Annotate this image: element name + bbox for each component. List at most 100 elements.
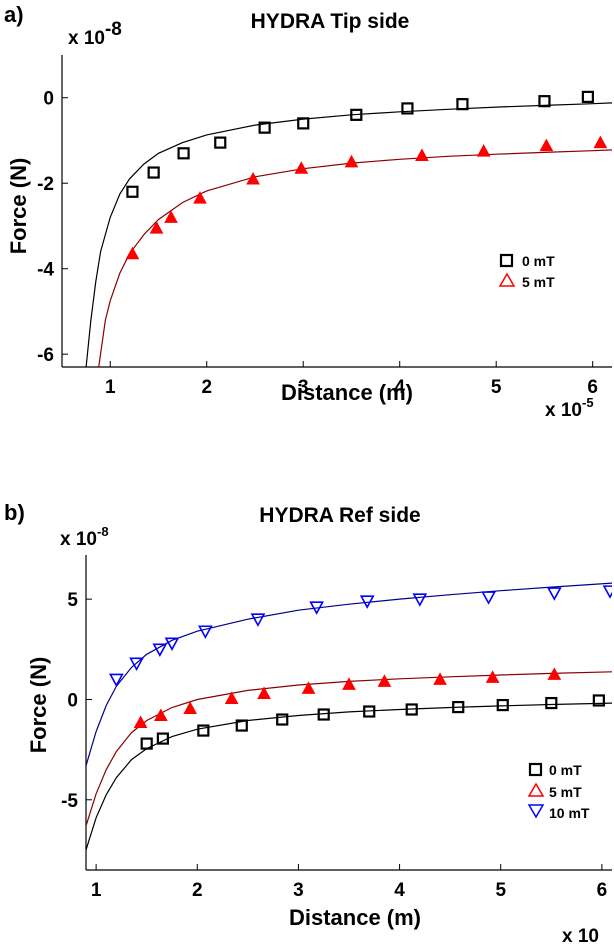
- data-point-b-0mT: [317, 708, 330, 721]
- data-point-b-10mT: [602, 585, 612, 599]
- x-tick-label: 3: [293, 880, 304, 901]
- data-point-a-5mT: [476, 144, 491, 157]
- panel-a-x-multiplier: x 10-5: [545, 395, 594, 421]
- data-point-a-0mT: [350, 108, 363, 121]
- data-point-b-0mT: [545, 696, 558, 710]
- data-point-b-10mT: [546, 587, 562, 601]
- data-point-a-5mT: [344, 154, 359, 168]
- legend-b-5mT-label: 5 mT: [549, 784, 582, 800]
- x-tick-label: 4: [394, 880, 405, 901]
- panel-b-x-axis-title: Distance (m): [289, 905, 421, 930]
- panel-a-x-axis-title: Distance (m): [281, 380, 413, 405]
- data-point-a-0mT: [581, 90, 594, 103]
- legend-b-10mT-label: 10 mT: [549, 805, 590, 821]
- data-point-b-0mT: [592, 694, 605, 707]
- y-tick-label: 5: [67, 590, 78, 611]
- data-point-b-10mT: [359, 595, 375, 609]
- legend-5mT-marker: [498, 272, 516, 287]
- panel-a-y-multiplier: x 10-8: [68, 19, 122, 49]
- data-point-a-5mT: [193, 191, 207, 204]
- data-point-b-5mT: [257, 686, 271, 699]
- y-tick-label: -6: [37, 345, 54, 366]
- data-point-b-5mT: [301, 681, 316, 694]
- panel-b-y-multiplier: x 10-8: [60, 524, 109, 550]
- y-tick-label: -5: [61, 791, 78, 812]
- data-point-b-10mT: [164, 637, 180, 651]
- x-tick-label: 5: [495, 880, 506, 901]
- data-point-b-0mT: [276, 713, 289, 726]
- data-point-a-0mT: [538, 95, 551, 108]
- data-point-a-0mT: [258, 121, 271, 134]
- legend-0mT-label: 0 mT: [522, 253, 555, 269]
- data-point-b-0mT: [140, 737, 153, 750]
- data-point-a-5mT: [593, 135, 608, 149]
- data-point-b-10mT: [108, 673, 124, 688]
- legend-b-0mT-marker: [528, 762, 543, 777]
- data-point-b-10mT: [198, 625, 213, 639]
- data-point-b-10mT: [129, 657, 144, 672]
- data-point-a-0mT: [297, 117, 310, 130]
- panel-a-y-axis-title: Force (N): [6, 158, 31, 255]
- data-point-b-0mT: [156, 732, 169, 745]
- data-point-a-5mT: [539, 138, 554, 152]
- data-point-a-5mT: [164, 210, 178, 223]
- y-tick-label: 0: [43, 89, 54, 110]
- fit-curve-b-1: [86, 671, 612, 827]
- data-point-b-5mT: [342, 677, 356, 690]
- x-tick-label: 6: [587, 377, 598, 398]
- panel-b-title: HYDRA Ref side: [259, 504, 420, 527]
- data-point-b-0mT: [197, 724, 210, 737]
- data-point-a-0mT: [401, 102, 414, 115]
- data-point-a-5mT: [149, 221, 164, 234]
- panel-b-plot-area: 1 2 3 4 5 6 5 0 -5: [61, 555, 612, 901]
- data-point-b-0mT: [363, 705, 376, 718]
- data-point-a-0mT: [126, 185, 139, 198]
- legend-b-5mT-marker: [527, 782, 545, 797]
- panel-b-x-multiplier: x 10: [562, 926, 599, 947]
- plot-contents: [86, 582, 612, 851]
- x-tick-label: 5: [491, 377, 502, 398]
- panel-a-label: a): [4, 2, 24, 27]
- fit-curve-a-0: [85, 102, 612, 367]
- data-point-b-10mT: [412, 593, 428, 607]
- data-point-a-5mT: [294, 161, 309, 174]
- fit-curve-b-0: [86, 702, 612, 851]
- panel-b-y-axis-title: Force (N): [26, 657, 51, 754]
- data-point-b-10mT: [152, 643, 168, 657]
- x-tick-label: 6: [597, 880, 608, 901]
- legend-b-10mT-marker: [527, 804, 545, 819]
- data-point-b-10mT: [309, 601, 324, 615]
- fit-curve-b-2: [86, 582, 612, 766]
- x-tick-label: 4: [394, 377, 405, 398]
- data-point-b-5mT: [154, 708, 168, 722]
- data-point-b-5mT: [224, 691, 239, 704]
- data-point-b-5mT: [485, 670, 500, 683]
- data-point-b-10mT: [481, 591, 496, 605]
- x-tick-label: 3: [298, 377, 309, 398]
- panel-a-legend: 0 mT 5 mT: [498, 253, 555, 290]
- data-point-b-0mT: [452, 700, 465, 714]
- data-point-a-0mT: [214, 136, 227, 149]
- y-tick-label: -2: [37, 174, 54, 195]
- x-tick-label: 1: [105, 377, 116, 398]
- data-point-a-0mT: [177, 147, 190, 160]
- y-tick-label: 0: [67, 690, 78, 711]
- x-tick-label: 1: [91, 880, 102, 901]
- data-point-a-0mT: [147, 166, 160, 179]
- panel-a: a) HYDRA Tip side x 10-8 Force (N) Dista…: [4, 2, 612, 421]
- data-point-b-0mT: [496, 698, 509, 712]
- legend-b-0mT-label: 0 mT: [549, 762, 582, 778]
- data-point-a-5mT: [246, 171, 260, 185]
- data-point-b-5mT: [183, 701, 198, 714]
- data-point-a-0mT: [456, 98, 469, 111]
- data-point-b-5mT: [377, 674, 392, 687]
- legend-0mT-marker: [499, 253, 514, 268]
- data-point-a-5mT: [415, 148, 429, 161]
- legend-5mT-label: 5 mT: [522, 274, 555, 290]
- data-point-b-5mT: [133, 715, 148, 729]
- data-point-b-5mT: [433, 672, 447, 685]
- data-point-b-0mT: [235, 719, 248, 732]
- data-point-b-5mT: [547, 667, 562, 680]
- panel-b-legend: 0 mT 5 mT 10 mT: [527, 762, 590, 821]
